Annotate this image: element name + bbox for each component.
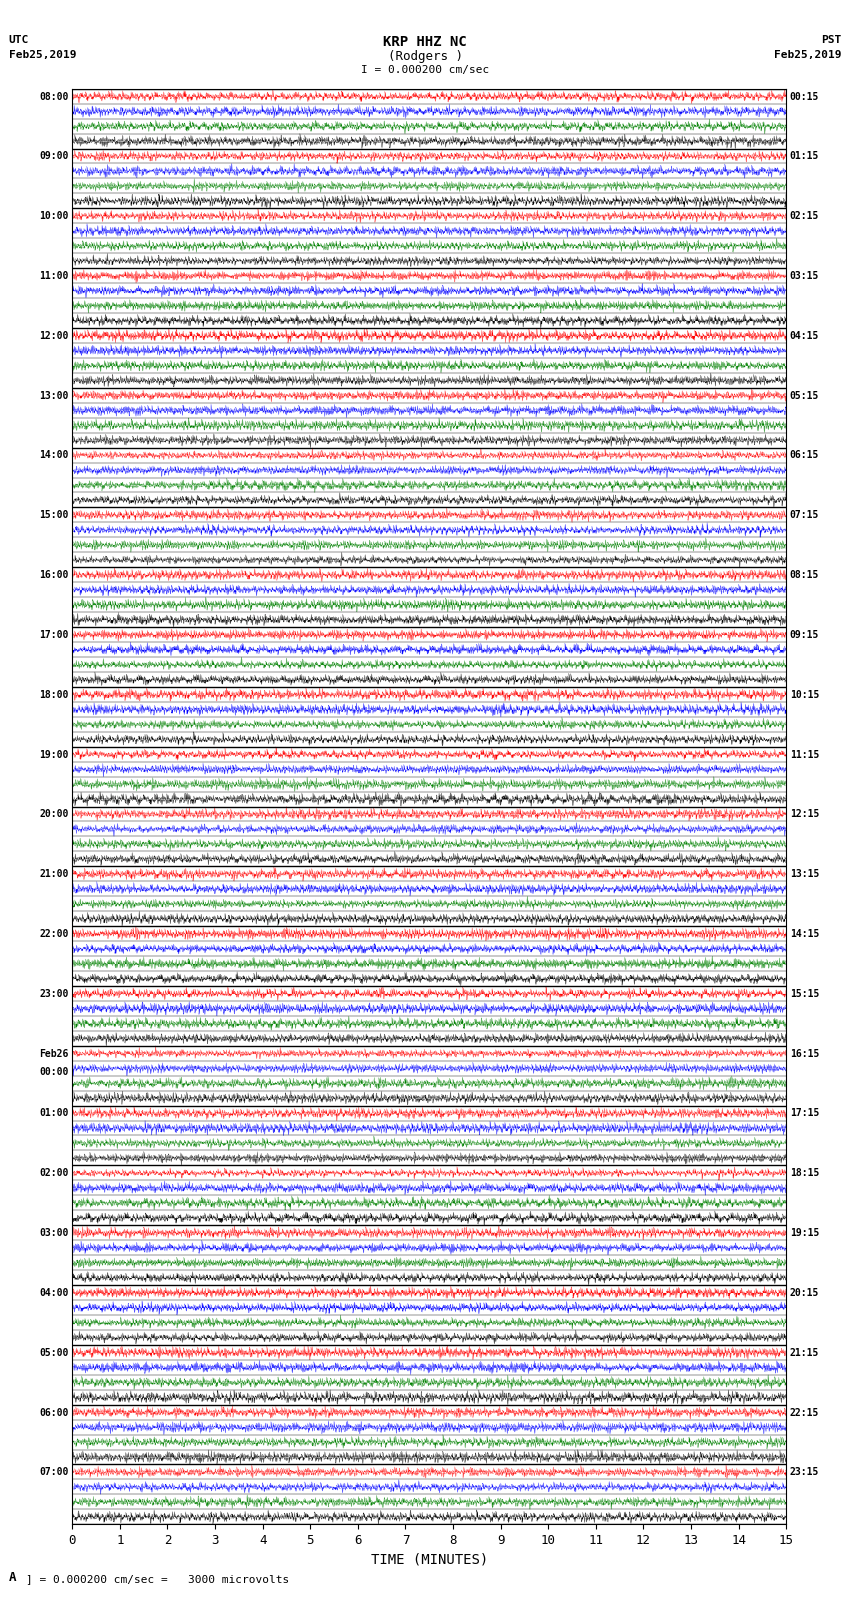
Text: ] = 0.000200 cm/sec =   3000 microvolts: ] = 0.000200 cm/sec = 3000 microvolts xyxy=(26,1574,289,1584)
Text: UTC: UTC xyxy=(8,35,29,45)
Text: 17:00: 17:00 xyxy=(39,631,69,640)
Text: 18:00: 18:00 xyxy=(39,690,69,700)
Text: 09:00: 09:00 xyxy=(39,152,69,161)
Text: 13:15: 13:15 xyxy=(790,869,819,879)
Text: 13:00: 13:00 xyxy=(39,390,69,400)
Text: 11:00: 11:00 xyxy=(39,271,69,281)
Text: 19:00: 19:00 xyxy=(39,750,69,760)
Text: 15:15: 15:15 xyxy=(790,989,819,998)
Text: 02:00: 02:00 xyxy=(39,1168,69,1177)
Text: 18:15: 18:15 xyxy=(790,1168,819,1177)
Text: 04:00: 04:00 xyxy=(39,1287,69,1298)
Text: 19:15: 19:15 xyxy=(790,1227,819,1239)
Text: 21:15: 21:15 xyxy=(790,1348,819,1358)
Text: 00:00: 00:00 xyxy=(39,1066,69,1077)
Text: 08:15: 08:15 xyxy=(790,569,819,581)
Text: 20:15: 20:15 xyxy=(790,1287,819,1298)
Text: Feb25,2019: Feb25,2019 xyxy=(8,50,76,60)
Text: 21:00: 21:00 xyxy=(39,869,69,879)
Text: 06:15: 06:15 xyxy=(790,450,819,460)
Text: A: A xyxy=(8,1571,16,1584)
Text: 01:00: 01:00 xyxy=(39,1108,69,1118)
Text: 04:15: 04:15 xyxy=(790,331,819,340)
Text: 14:00: 14:00 xyxy=(39,450,69,460)
Text: 08:00: 08:00 xyxy=(39,92,69,102)
Text: KRP HHZ NC: KRP HHZ NC xyxy=(383,35,467,50)
Text: 16:15: 16:15 xyxy=(790,1048,819,1058)
Text: 12:00: 12:00 xyxy=(39,331,69,340)
Text: I = 0.000200 cm/sec: I = 0.000200 cm/sec xyxy=(361,65,489,74)
Text: 11:15: 11:15 xyxy=(790,750,819,760)
Text: PST: PST xyxy=(821,35,842,45)
Text: 12:15: 12:15 xyxy=(790,810,819,819)
Text: 07:15: 07:15 xyxy=(790,510,819,521)
Text: 22:15: 22:15 xyxy=(790,1408,819,1418)
Text: 05:15: 05:15 xyxy=(790,390,819,400)
Text: 23:15: 23:15 xyxy=(790,1468,819,1478)
Text: 00:15: 00:15 xyxy=(790,92,819,102)
Text: 03:00: 03:00 xyxy=(39,1227,69,1239)
Text: Feb26: Feb26 xyxy=(39,1048,69,1058)
Text: 20:00: 20:00 xyxy=(39,810,69,819)
X-axis label: TIME (MINUTES): TIME (MINUTES) xyxy=(371,1553,488,1566)
Text: 09:15: 09:15 xyxy=(790,631,819,640)
Text: 15:00: 15:00 xyxy=(39,510,69,521)
Text: 01:15: 01:15 xyxy=(790,152,819,161)
Text: 22:00: 22:00 xyxy=(39,929,69,939)
Text: 10:15: 10:15 xyxy=(790,690,819,700)
Text: 03:15: 03:15 xyxy=(790,271,819,281)
Text: (Rodgers ): (Rodgers ) xyxy=(388,50,462,63)
Text: 07:00: 07:00 xyxy=(39,1468,69,1478)
Text: 06:00: 06:00 xyxy=(39,1408,69,1418)
Text: 14:15: 14:15 xyxy=(790,929,819,939)
Text: 23:00: 23:00 xyxy=(39,989,69,998)
Text: 05:00: 05:00 xyxy=(39,1348,69,1358)
Text: 16:00: 16:00 xyxy=(39,569,69,581)
Text: 10:00: 10:00 xyxy=(39,211,69,221)
Text: Feb25,2019: Feb25,2019 xyxy=(774,50,842,60)
Text: 17:15: 17:15 xyxy=(790,1108,819,1118)
Text: 02:15: 02:15 xyxy=(790,211,819,221)
